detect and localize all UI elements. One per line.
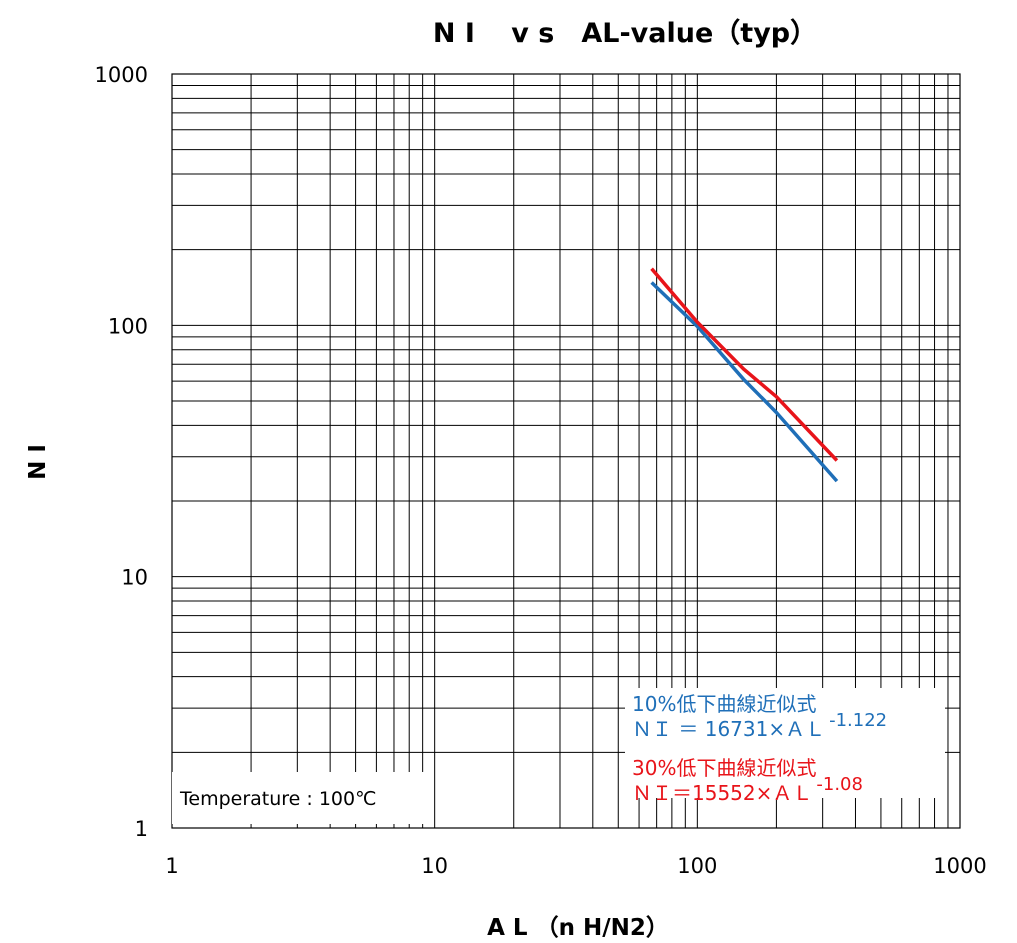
y-tick-label: 10 (121, 566, 148, 590)
fit10-formula-main: ＮＩ ＝ 16731×ＡＬ (632, 717, 825, 741)
x-tick-label: 1 (165, 854, 178, 878)
temperature-label: Temperature : 100℃ (179, 788, 376, 810)
x-tick-label: 100 (677, 854, 717, 878)
fit30-exponent: -1.08 (816, 774, 863, 795)
fit10-exponent: -1.122 (829, 710, 887, 731)
plot-frame (171, 73, 961, 829)
series-10pct-line (650, 281, 839, 483)
fit-annotation-box (625, 688, 945, 798)
y-tick-label: 100 (108, 314, 148, 338)
series-30pct-line (650, 267, 839, 462)
x-tick-label: 1000 (933, 854, 986, 878)
series-layer (650, 267, 839, 483)
chart-title: N I v s AL-value（typ） (433, 18, 817, 49)
fit10-label: 10%低下曲線近似式 (632, 692, 816, 716)
temperature-box (172, 772, 430, 824)
x-tick-label: 10 (421, 854, 448, 878)
tick-labels: 1 10 100 1000 1 10 100 1000 (95, 63, 987, 878)
fit30-formula: ＮＩ＝15552×ＡＬ -1.08 (632, 774, 863, 805)
y-tick-label: 1 (135, 817, 148, 841)
y-tick-label: 1000 (95, 63, 148, 87)
y-axis-title: N I (25, 444, 51, 480)
fit10-formula: ＮＩ ＝ 16731×ＡＬ -1.122 (632, 710, 887, 741)
x-axis-title: A L （n H/N2） (487, 914, 669, 941)
fit30-formula-main: ＮＩ＝15552×ＡＬ (632, 781, 812, 805)
fit30-label: 30%低下曲線近似式 (632, 756, 816, 780)
